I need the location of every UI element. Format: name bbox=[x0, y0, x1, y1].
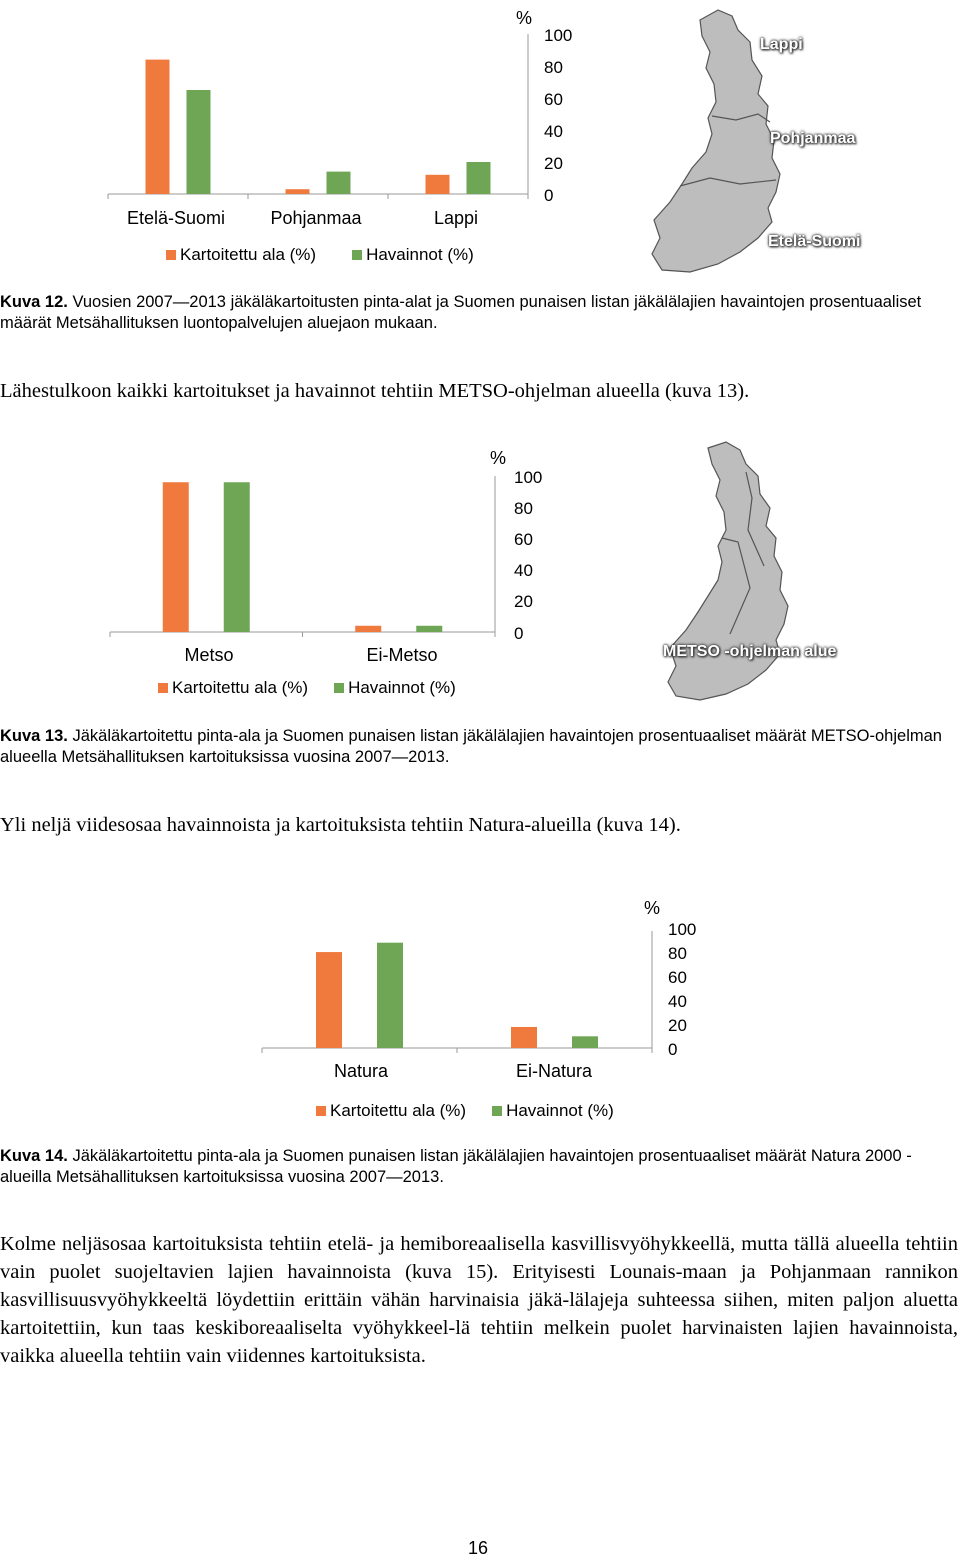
bar-kartoitettu-1 bbox=[285, 189, 310, 194]
y-tick-label: 40 bbox=[668, 992, 687, 1011]
bar-havainnot-0 bbox=[223, 482, 250, 632]
bar-kartoitettu-1 bbox=[511, 1026, 537, 1048]
legend: Kartoitettu ala (%) Havainnot (%) bbox=[316, 1101, 614, 1121]
y-tick-label: 20 bbox=[668, 1016, 687, 1035]
paragraph-1: Lähestulkoon kaikki kartoitukset ja hava… bbox=[0, 380, 750, 402]
legend-label-b: Havainnot (%) bbox=[366, 245, 474, 264]
y-axis-unit: % bbox=[516, 8, 533, 28]
category-label: Ei-Metso bbox=[366, 645, 438, 665]
figure-12-caption: Kuva 12. Vuosien 2007—2013 jäkäläkartoit… bbox=[0, 292, 958, 334]
y-tick-label: 40 bbox=[514, 561, 533, 580]
category-label: Ei-Natura bbox=[515, 1061, 593, 1081]
legend: Kartoitettu ala (%) Havainnot (%) bbox=[166, 245, 474, 265]
figure-13-bars bbox=[109, 476, 496, 637]
figure-13-chart: Metso Ei-Metso % 100 80 60 40 20 0 Karto… bbox=[109, 440, 560, 700]
legend-swatch-green bbox=[352, 250, 363, 260]
y-tick-label: 60 bbox=[514, 530, 533, 549]
bar-havainnot-1 bbox=[326, 171, 351, 194]
y-tick-label: 80 bbox=[514, 499, 533, 518]
category-label: Metso bbox=[184, 645, 234, 665]
paragraph-2: Yli neljä viidesosaa havainnoista ja kar… bbox=[0, 814, 681, 836]
y-tick-label: 60 bbox=[544, 90, 563, 109]
bar-kartoitettu-0 bbox=[145, 59, 170, 194]
bar-kartoitettu-0 bbox=[162, 482, 189, 632]
bar-kartoitettu-1 bbox=[355, 625, 382, 632]
y-tick-label: 20 bbox=[544, 154, 563, 173]
y-tick-label: 0 bbox=[514, 624, 524, 643]
bar-havainnot-1 bbox=[416, 625, 443, 632]
y-tick-label: 100 bbox=[668, 920, 697, 939]
y-tick-label: 60 bbox=[668, 968, 687, 987]
figure-12-bars bbox=[107, 34, 529, 199]
caption-label: Kuva 12. bbox=[0, 293, 68, 311]
legend: Kartoitettu ala (%) Havainnot (%) bbox=[158, 678, 456, 698]
page-number: 16 bbox=[468, 1538, 489, 1558]
map-label-metso: METSO -ohjelman alue bbox=[663, 643, 837, 660]
caption-text: Vuosien 2007—2013 jäkäläkartoitusten pin… bbox=[0, 293, 922, 332]
y-tick-label: 100 bbox=[514, 468, 543, 487]
category-label: Etelä-Suomi bbox=[126, 208, 226, 228]
figure-14-bars bbox=[261, 931, 653, 1053]
legend-label-b: Havainnot (%) bbox=[506, 1101, 614, 1120]
caption-label: Kuva 13. bbox=[0, 727, 68, 745]
finland-map-metso bbox=[667, 441, 789, 701]
paragraph-3: Kolme neljäsosaa kartoituksista tehtiin … bbox=[0, 1233, 958, 1367]
legend-swatch-green bbox=[492, 1106, 503, 1116]
y-axis-unit: % bbox=[644, 898, 661, 918]
map-label-etela-suomi: Etelä-Suomi bbox=[768, 233, 861, 250]
y-tick-label: 80 bbox=[668, 944, 687, 963]
legend-swatch-orange bbox=[166, 250, 176, 260]
bar-havainnot-2 bbox=[466, 162, 491, 194]
bar-kartoitettu-0 bbox=[316, 952, 342, 1048]
figure-12-chart: Etelä-Suomi Pohjanmaa Lappi % 100 80 60 … bbox=[107, 0, 578, 270]
map-label-lappi: Lappi bbox=[760, 36, 803, 53]
y-tick-label: 100 bbox=[544, 26, 573, 45]
legend-label-a: Kartoitettu ala (%) bbox=[180, 245, 317, 264]
bar-havainnot-0 bbox=[377, 942, 403, 1048]
legend-label-a: Kartoitettu ala (%) bbox=[172, 678, 309, 697]
figure-14-chart: Natura Ei-Natura % 100 80 60 40 20 0 Kar… bbox=[261, 896, 722, 1126]
legend-swatch-orange bbox=[158, 683, 168, 693]
y-tick-label: 20 bbox=[514, 592, 533, 611]
category-label: Lappi bbox=[433, 208, 479, 228]
caption-text: Jäkäläkartoitettu pinta-ala ja Suomen pu… bbox=[0, 1147, 912, 1186]
legend-label-a: Kartoitettu ala (%) bbox=[330, 1101, 467, 1120]
figure-13-caption: Kuva 13. Jäkäläkartoitettu pinta-ala ja … bbox=[0, 726, 958, 768]
legend-swatch-orange bbox=[316, 1106, 326, 1116]
figure-14-caption: Kuva 14. Jäkäläkartoitettu pinta-ala ja … bbox=[0, 1146, 958, 1188]
bar-havainnot-0 bbox=[186, 90, 211, 194]
y-tick-label: 0 bbox=[668, 1040, 678, 1059]
legend-label-b: Havainnot (%) bbox=[348, 678, 456, 697]
bar-kartoitettu-2 bbox=[425, 174, 450, 194]
bar-havainnot-1 bbox=[572, 1036, 598, 1048]
caption-label: Kuva 14. bbox=[0, 1147, 68, 1165]
y-tick-label: 0 bbox=[544, 186, 554, 205]
y-axis-unit: % bbox=[490, 448, 507, 468]
legend-swatch-green bbox=[334, 683, 345, 693]
y-tick-label: 80 bbox=[544, 58, 563, 77]
y-tick-label: 40 bbox=[544, 122, 563, 141]
finland-map-regions bbox=[651, 9, 781, 273]
category-label: Pohjanmaa bbox=[270, 208, 362, 228]
category-label: Natura bbox=[333, 1061, 389, 1081]
map-label-pohjanmaa: Pohjanmaa bbox=[770, 130, 856, 147]
caption-text: Jäkäläkartoitettu pinta-ala ja Suomen pu… bbox=[0, 727, 942, 766]
